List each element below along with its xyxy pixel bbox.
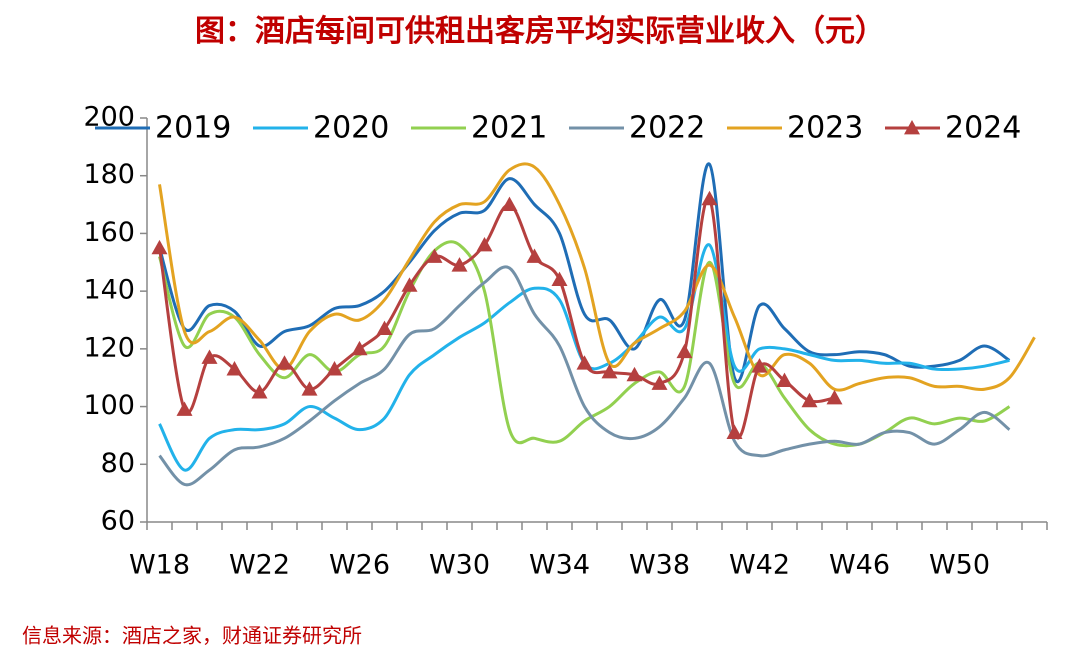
x-tick-label: W22 [229,550,290,581]
point-marker [526,248,543,263]
y-tick-label: 80 [101,448,135,479]
x-tick-label: W46 [829,550,890,581]
series-line [158,162,1011,383]
legend-marker [904,120,920,135]
point-marker [176,401,193,416]
y-tick-label: 60 [101,506,135,537]
legend-label: 2020 [313,111,389,146]
legend-label: 2022 [629,111,705,146]
point-marker [676,343,693,359]
point-marker [776,372,793,387]
point-marker [376,320,393,336]
point-marker [151,239,168,255]
x-tick-label: W18 [129,550,190,581]
point-marker [251,384,268,399]
point-marker [226,361,243,376]
point-marker [576,355,593,370]
point-marker [551,271,568,286]
x-tick-label: W34 [529,550,590,581]
y-tick-label: 100 [83,390,135,421]
point-marker [451,257,468,272]
point-marker [826,389,843,405]
point-marker [751,358,768,373]
legend-label: 2021 [471,111,547,146]
point-marker [501,196,518,211]
point-marker [351,340,368,356]
point-marker [401,277,418,292]
legend-label: 2023 [787,111,863,146]
y-tick-label: 160 [83,217,135,248]
point-marker [626,366,643,382]
point-marker [801,392,818,408]
legend-label: 2024 [945,111,1021,146]
x-tick-label: W42 [729,550,790,581]
series-line [158,265,1011,487]
source-note: 信息来源：酒店之家，财通证券研究所 [22,624,362,648]
y-tick-label: 140 [83,275,135,306]
point-marker [276,355,293,370]
x-tick-label: W38 [629,550,690,581]
y-tick-label: 120 [83,332,135,363]
point-marker [701,190,718,206]
point-marker [476,236,493,252]
point-marker [326,361,343,376]
point-marker [651,375,668,390]
x-tick-label: W30 [429,550,490,581]
chart-title: 图：酒店每间可供租出客房平均实际营业收入（元） [195,14,885,49]
series-line [158,162,1036,392]
legend-label: 2019 [155,111,231,146]
x-tick-label: W50 [929,550,990,581]
point-marker [601,363,618,379]
point-marker [426,248,443,263]
x-tick-label: W26 [329,550,390,581]
point-marker [201,349,218,364]
point-marker [301,381,318,396]
point-marker [726,424,743,439]
y-tick-label: 180 [83,159,135,190]
